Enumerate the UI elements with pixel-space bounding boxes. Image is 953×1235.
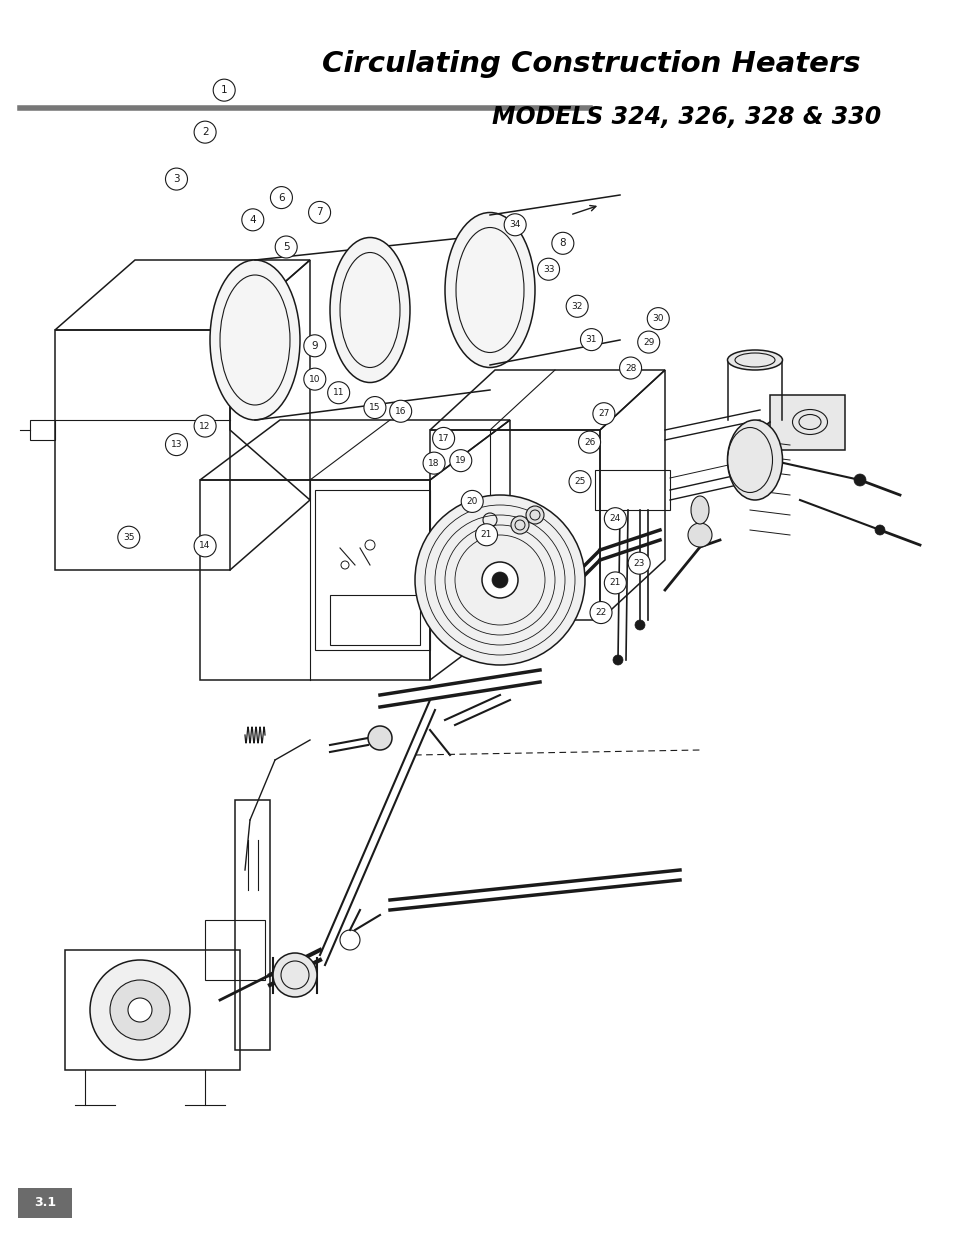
Circle shape — [213, 79, 235, 101]
Text: 26: 26 — [583, 437, 595, 447]
Ellipse shape — [690, 496, 708, 524]
Text: MODELS 324, 326, 328 & 330: MODELS 324, 326, 328 & 330 — [492, 105, 881, 128]
Text: 3: 3 — [173, 174, 179, 184]
FancyBboxPatch shape — [18, 1188, 71, 1218]
Text: 21: 21 — [480, 530, 492, 540]
Text: 10: 10 — [309, 374, 320, 384]
Circle shape — [449, 450, 472, 472]
Circle shape — [110, 981, 170, 1040]
Text: 1: 1 — [221, 85, 227, 95]
Text: 17: 17 — [437, 433, 449, 443]
Text: 2: 2 — [202, 127, 208, 137]
Text: 22: 22 — [595, 608, 606, 618]
Ellipse shape — [210, 261, 299, 420]
Text: 23: 23 — [633, 558, 644, 568]
Text: 7: 7 — [316, 207, 322, 217]
Circle shape — [618, 357, 641, 379]
Text: Circulating Construction Heaters: Circulating Construction Heaters — [322, 49, 860, 78]
Ellipse shape — [727, 350, 781, 370]
Text: 11: 11 — [333, 388, 344, 398]
Text: 33: 33 — [542, 264, 554, 274]
Circle shape — [432, 427, 455, 450]
Text: 25: 25 — [574, 477, 585, 487]
Circle shape — [193, 415, 216, 437]
Circle shape — [603, 572, 626, 594]
Text: 14: 14 — [199, 541, 211, 551]
Circle shape — [503, 214, 526, 236]
Circle shape — [853, 474, 865, 487]
Circle shape — [578, 431, 600, 453]
Circle shape — [90, 960, 190, 1060]
Circle shape — [627, 552, 650, 574]
Circle shape — [589, 601, 612, 624]
Circle shape — [327, 382, 350, 404]
Circle shape — [579, 329, 602, 351]
Circle shape — [303, 335, 326, 357]
Text: 13: 13 — [171, 440, 182, 450]
Text: 21: 21 — [609, 578, 620, 588]
Text: 24: 24 — [609, 514, 620, 524]
Text: 29: 29 — [642, 337, 654, 347]
Text: 9: 9 — [312, 341, 317, 351]
Circle shape — [603, 508, 626, 530]
Circle shape — [117, 526, 140, 548]
Text: 30: 30 — [652, 314, 663, 324]
Circle shape — [460, 490, 483, 513]
Text: 16: 16 — [395, 406, 406, 416]
Circle shape — [525, 506, 543, 524]
Circle shape — [422, 452, 445, 474]
Ellipse shape — [727, 420, 781, 500]
Circle shape — [635, 620, 644, 630]
Circle shape — [128, 998, 152, 1023]
Text: 5: 5 — [283, 242, 289, 252]
Text: 31: 31 — [585, 335, 597, 345]
Ellipse shape — [330, 237, 410, 383]
Circle shape — [165, 433, 188, 456]
Text: 20: 20 — [466, 496, 477, 506]
Text: 18: 18 — [428, 458, 439, 468]
Text: 8: 8 — [559, 238, 565, 248]
Circle shape — [592, 403, 615, 425]
Circle shape — [308, 201, 331, 224]
Text: 28: 28 — [624, 363, 636, 373]
Circle shape — [687, 522, 711, 547]
Circle shape — [415, 495, 584, 664]
Circle shape — [492, 572, 507, 588]
Circle shape — [565, 295, 588, 317]
Text: 34: 34 — [509, 220, 520, 230]
Text: 35: 35 — [123, 532, 134, 542]
Text: 27: 27 — [598, 409, 609, 419]
Circle shape — [537, 258, 559, 280]
Circle shape — [303, 368, 326, 390]
Circle shape — [363, 396, 386, 419]
Circle shape — [568, 471, 591, 493]
Text: 15: 15 — [369, 403, 380, 412]
Circle shape — [511, 516, 529, 534]
Circle shape — [270, 186, 293, 209]
Circle shape — [389, 400, 412, 422]
Circle shape — [193, 535, 216, 557]
Circle shape — [368, 726, 392, 750]
Text: 32: 32 — [571, 301, 582, 311]
Text: 12: 12 — [199, 421, 211, 431]
Circle shape — [475, 524, 497, 546]
Circle shape — [241, 209, 264, 231]
Circle shape — [274, 236, 297, 258]
Circle shape — [481, 562, 517, 598]
Text: 19: 19 — [455, 456, 466, 466]
Circle shape — [273, 953, 316, 997]
Circle shape — [646, 308, 669, 330]
Circle shape — [637, 331, 659, 353]
Text: 6: 6 — [278, 193, 284, 203]
Circle shape — [551, 232, 574, 254]
Circle shape — [165, 168, 188, 190]
Text: 3.1: 3.1 — [34, 1197, 56, 1209]
Circle shape — [613, 655, 622, 664]
Ellipse shape — [444, 212, 535, 368]
Text: 4: 4 — [250, 215, 255, 225]
Circle shape — [193, 121, 216, 143]
Circle shape — [874, 525, 884, 535]
FancyBboxPatch shape — [769, 395, 844, 450]
